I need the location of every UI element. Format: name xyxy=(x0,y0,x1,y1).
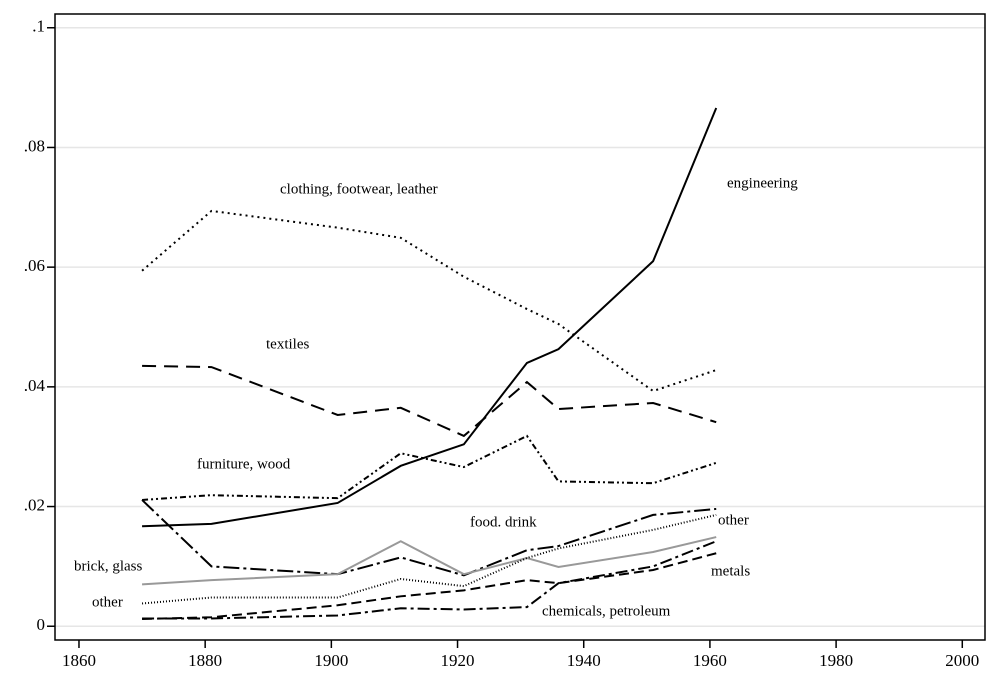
series-line xyxy=(142,107,718,528)
series-line xyxy=(142,540,717,620)
x-tick-label: 1860 xyxy=(62,651,96,670)
x-tick-label: 1980 xyxy=(819,651,853,670)
series-line xyxy=(142,552,717,621)
y-tick-label: .1 xyxy=(32,17,45,36)
x-tick-label: 1960 xyxy=(693,651,727,670)
series-label: furniture, wood xyxy=(197,456,291,472)
x-tick-label: 1900 xyxy=(314,651,348,670)
series-line xyxy=(141,499,717,577)
series-label: engineering xyxy=(727,175,798,191)
series-label: textiles xyxy=(266,336,309,352)
series-line xyxy=(141,209,717,393)
series-label: metals xyxy=(711,563,750,579)
series-label: other xyxy=(92,594,123,610)
series-label: clothing, footwear, leather xyxy=(280,181,438,197)
x-tick-label: 1920 xyxy=(441,651,475,670)
y-tick-label: .08 xyxy=(24,136,45,155)
series-line xyxy=(142,536,717,586)
series-line xyxy=(141,513,717,605)
plot-frame xyxy=(54,13,986,641)
y-tick-label: .06 xyxy=(24,256,45,275)
series-line xyxy=(142,434,717,501)
series-label: food. drink xyxy=(470,514,537,530)
x-tick-label: 1880 xyxy=(188,651,222,670)
x-tick-label: 2000 xyxy=(945,651,979,670)
y-tick-label: 0 xyxy=(37,615,46,634)
series-label: chemicals, petroleum xyxy=(542,603,671,619)
series-label: brick, glass xyxy=(74,558,142,574)
series-line xyxy=(142,364,717,438)
y-tick-label: .02 xyxy=(24,495,45,514)
y-tick-label: .04 xyxy=(24,376,46,395)
x-tick-label: 1940 xyxy=(567,651,601,670)
series-label: other xyxy=(718,512,749,528)
